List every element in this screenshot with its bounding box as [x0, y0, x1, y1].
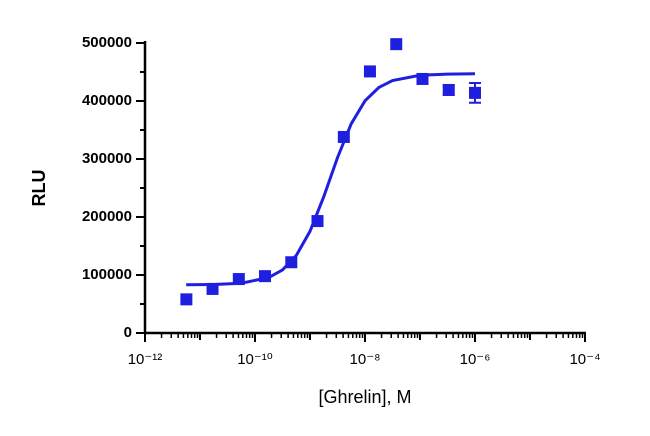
y-tick-label: 200000: [82, 208, 132, 225]
x-tick-label: 10⁻⁶: [460, 351, 491, 368]
data-point: [363, 65, 376, 78]
y-tick-label: 400000: [82, 92, 132, 109]
x-tick-label: 10⁻¹⁰: [237, 351, 273, 368]
data-point: [469, 86, 481, 99]
y-tick-label: 300000: [82, 150, 132, 167]
y-tick-label: 500000: [82, 34, 132, 51]
y-tick-label: 0: [124, 324, 132, 341]
data-point: [442, 83, 455, 96]
x-tick-label: 10⁻⁸: [350, 351, 381, 368]
y-tick-label: 100000: [82, 266, 132, 283]
data-point: [390, 38, 403, 51]
x-tick-label: 10⁻⁴: [569, 351, 600, 368]
data-point: [180, 293, 193, 306]
y-axis-label: RLU: [29, 170, 49, 207]
fit-curve: [186, 72, 476, 287]
x-axis-label: [Ghrelin], M: [318, 387, 411, 407]
x-tick-label: 10⁻¹²: [128, 351, 163, 368]
